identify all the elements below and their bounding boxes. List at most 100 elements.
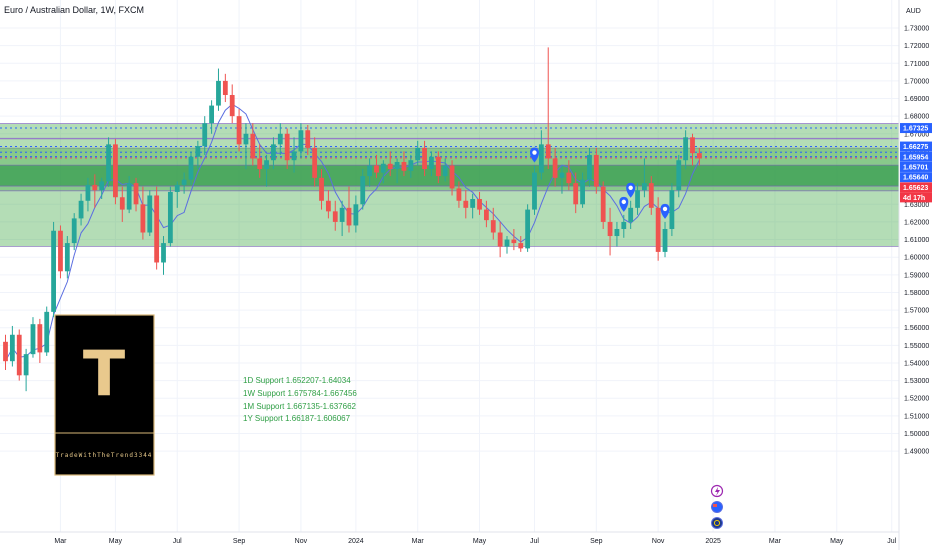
candle-up[interactable] — [380, 163, 386, 173]
candle-down[interactable] — [401, 161, 407, 171]
candle-down[interactable] — [222, 80, 228, 95]
candle-up[interactable] — [504, 239, 510, 247]
candle-down[interactable] — [119, 197, 125, 210]
candle-down[interactable] — [573, 183, 579, 205]
price-axis[interactable] — [899, 0, 932, 550]
map-pin-icon[interactable] — [660, 203, 670, 219]
candle-down[interactable] — [325, 200, 331, 212]
candle-up[interactable] — [64, 243, 70, 272]
candle-up[interactable] — [635, 190, 640, 208]
candle-down[interactable] — [113, 144, 118, 198]
candle-up[interactable] — [429, 156, 434, 170]
candle-down[interactable] — [305, 130, 311, 148]
candle-up[interactable] — [44, 311, 50, 353]
candle-down[interactable] — [236, 116, 242, 145]
candle-up[interactable] — [277, 133, 283, 145]
candle-down[interactable] — [518, 243, 524, 249]
candle-down[interactable] — [387, 163, 393, 170]
map-pin-icon[interactable] — [529, 147, 539, 163]
candle-down[interactable] — [511, 239, 517, 244]
candle-up[interactable] — [161, 243, 166, 263]
candle-up[interactable] — [188, 156, 194, 180]
candle-up[interactable] — [30, 324, 36, 355]
candle-up[interactable] — [71, 218, 77, 244]
candle-down[interactable] — [593, 154, 599, 187]
candle-up[interactable] — [580, 179, 585, 205]
candle-up[interactable] — [587, 154, 592, 180]
candle-up[interactable] — [181, 179, 187, 185]
flag-eu-icon[interactable] — [711, 517, 723, 529]
candle-up[interactable] — [559, 172, 565, 178]
candle-up[interactable] — [442, 165, 448, 177]
candle-down[interactable] — [456, 188, 462, 201]
candle-up[interactable] — [167, 191, 173, 244]
candle-down[interactable] — [497, 232, 503, 247]
candle-down[interactable] — [566, 172, 572, 184]
candle-up[interactable] — [360, 176, 366, 205]
event-markers[interactable] — [529, 147, 670, 219]
candle-up[interactable] — [538, 144, 544, 173]
candle-up[interactable] — [394, 161, 400, 170]
candle-down[interactable] — [37, 324, 43, 353]
candle-down[interactable] — [600, 186, 606, 222]
candle-up[interactable] — [51, 230, 56, 312]
candle-down[interactable] — [696, 153, 702, 159]
candle-down[interactable] — [690, 137, 695, 154]
candle-up[interactable] — [532, 172, 537, 210]
candle-down[interactable] — [133, 183, 139, 205]
candle-down[interactable] — [346, 207, 352, 226]
candle-up[interactable] — [470, 199, 476, 208]
candle-up[interactable] — [264, 160, 269, 170]
candle-up[interactable] — [147, 195, 153, 233]
candle-up[interactable] — [408, 160, 414, 171]
candle-down[interactable] — [463, 200, 469, 208]
candle-down[interactable] — [655, 207, 661, 252]
candle-up[interactable] — [202, 123, 208, 147]
map-pin-icon[interactable] — [626, 182, 636, 198]
candle-up[interactable] — [243, 133, 249, 145]
candle-up[interactable] — [367, 165, 373, 177]
candle-down[interactable] — [477, 199, 482, 210]
candle-down[interactable] — [319, 177, 324, 201]
candle-up[interactable] — [78, 200, 84, 219]
candle-up[interactable] — [353, 204, 359, 226]
candle-down[interactable] — [284, 133, 290, 161]
candle-up[interactable] — [9, 334, 15, 362]
candle-down[interactable] — [229, 94, 235, 117]
candle-down[interactable] — [484, 209, 489, 221]
candle-down[interactable] — [607, 221, 613, 237]
candle-up[interactable] — [209, 105, 214, 124]
candle-up[interactable] — [642, 183, 647, 191]
candle-down[interactable] — [312, 147, 318, 178]
candle-up[interactable] — [106, 144, 111, 182]
candle-down[interactable] — [92, 184, 98, 191]
candle-up[interactable] — [174, 184, 180, 192]
candle-down[interactable] — [154, 195, 160, 263]
candle-down[interactable] — [449, 165, 455, 189]
candle-down[interactable] — [545, 144, 551, 159]
candle-up[interactable] — [85, 184, 91, 201]
candle-up[interactable] — [614, 228, 620, 237]
candle-up[interactable] — [628, 207, 634, 222]
candle-down[interactable] — [3, 341, 8, 362]
candle-up[interactable] — [126, 183, 132, 210]
candle-up[interactable] — [298, 130, 304, 152]
candle-up[interactable] — [23, 354, 29, 376]
candle-up[interactable] — [415, 147, 421, 161]
candle-down[interactable] — [422, 147, 427, 170]
candle-up[interactable] — [339, 207, 345, 222]
candle-down[interactable] — [250, 133, 256, 159]
candle-up[interactable] — [195, 146, 201, 157]
candle-up[interactable] — [662, 228, 668, 252]
candle-up[interactable] — [271, 144, 276, 161]
candle-up[interactable] — [621, 221, 627, 229]
candle-down[interactable] — [552, 158, 558, 178]
candle-down[interactable] — [648, 183, 654, 208]
candle-up[interactable] — [99, 181, 105, 191]
candle-up[interactable] — [676, 160, 682, 191]
candle-down[interactable] — [16, 334, 22, 376]
candle-down[interactable] — [332, 211, 338, 222]
candle-down[interactable] — [374, 165, 379, 173]
candle-up[interactable] — [683, 137, 689, 161]
